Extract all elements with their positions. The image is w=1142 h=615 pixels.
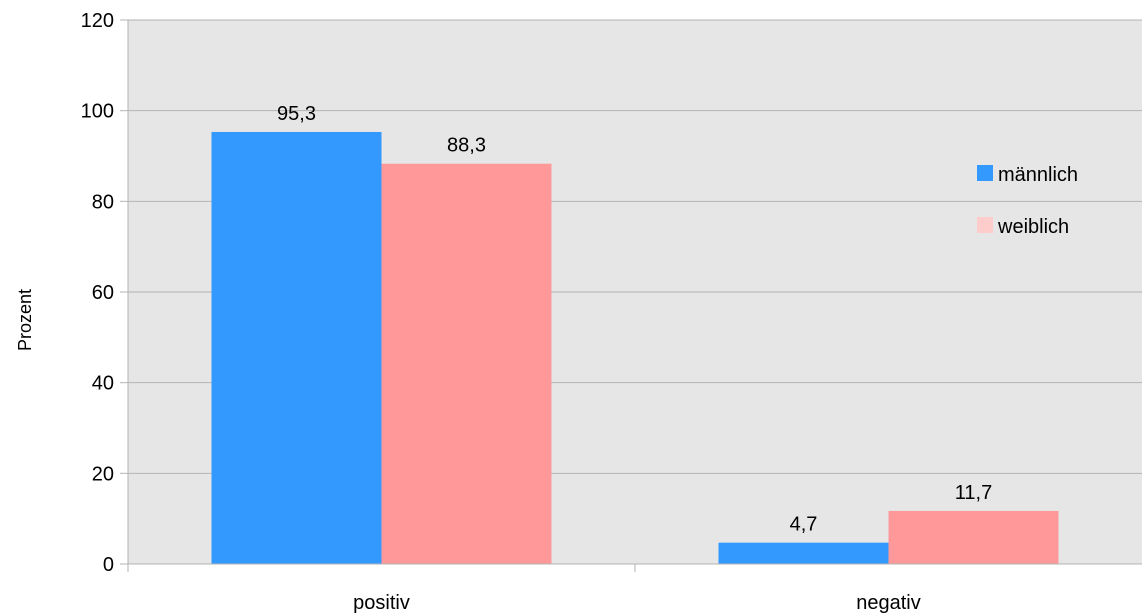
bar-weiblich-positiv [381,163,552,564]
legend-swatch [977,217,993,233]
bar-männlich-negativ [718,542,889,564]
data-label: 88,3 [447,135,486,157]
bars [211,131,1059,564]
y-tick-label: 60 [92,282,114,304]
y-tick-label: 120 [81,10,114,32]
axes [120,19,1142,572]
y-tick-label: 100 [81,101,114,123]
y-tick-label: 40 [92,373,114,395]
bar-weiblich-negativ [888,510,1059,564]
x-tick-label: negativ [856,592,921,614]
y-tick-labels: 0 20 40 60 80 100 120 [81,10,114,576]
legend-label: männlich [998,164,1078,186]
legend-swatch [977,165,993,181]
data-label: 4,7 [790,514,818,536]
y-axis-title: Prozent [15,289,35,351]
y-tick-label: 0 [103,554,114,576]
bar-männlich-positiv [211,131,382,564]
x-tick-labels: positiv negativ [353,592,921,614]
data-label: 95,3 [277,103,316,125]
legend: männlich weiblich [977,164,1078,238]
data-labels: 95,3 88,3 4,7 11,7 [277,103,992,536]
data-label: 11,7 [955,482,992,504]
y-tick-label: 80 [92,191,114,213]
y-tick-label: 20 [92,463,114,485]
legend-label: weiblich [997,216,1069,238]
x-tick-label: positiv [353,592,410,614]
